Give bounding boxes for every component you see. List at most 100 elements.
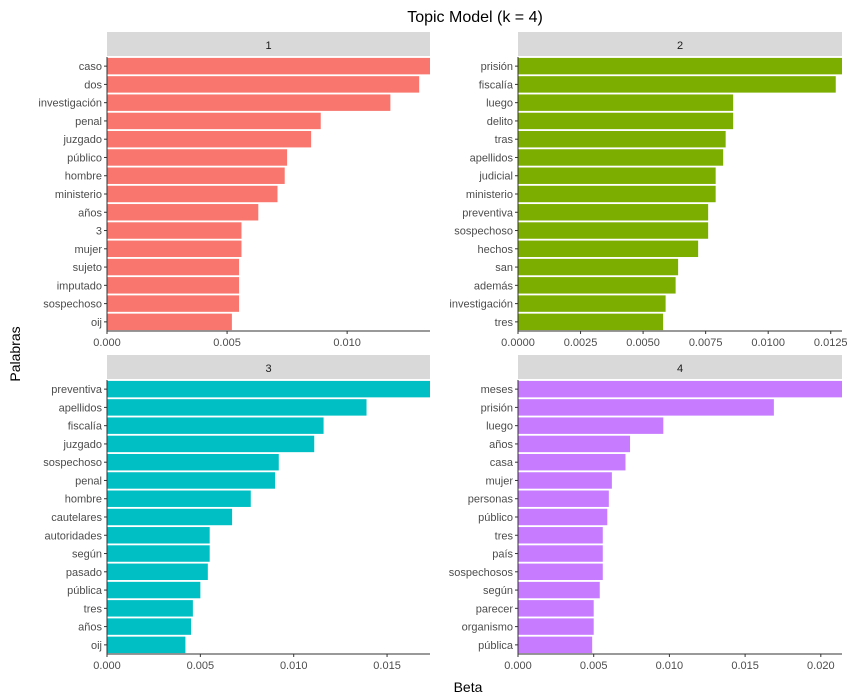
y-tick-label: luego (486, 421, 513, 433)
y-tick-label: hechos (478, 244, 514, 256)
bar (107, 636, 186, 654)
bar (518, 453, 626, 471)
bar (518, 76, 836, 93)
bar (107, 435, 315, 453)
bar (107, 581, 201, 599)
x-tick-label: 0.015 (373, 660, 401, 672)
bar (107, 618, 192, 635)
y-tick-label: parecer (476, 603, 514, 615)
bar (518, 222, 709, 239)
x-tick-label: 0.010 (280, 660, 308, 672)
bar (107, 380, 430, 398)
y-tick-label: según (483, 585, 513, 597)
chart-title: Topic Model (k = 4) (407, 9, 543, 26)
bar (518, 563, 603, 581)
facet-strip-label: 4 (677, 363, 683, 375)
y-tick-label: autoridades (45, 530, 103, 542)
y-tick-label: san (495, 262, 513, 274)
y-tick-label: sospechoso (454, 226, 513, 238)
bar (518, 258, 679, 276)
y-tick-label: apellidos (470, 152, 514, 164)
x-tick-label: 0.000 (93, 337, 121, 349)
x-tick-label: 0.0050 (626, 337, 660, 349)
y-tick-label: meses (481, 384, 514, 396)
bar (518, 399, 774, 416)
bar (107, 527, 210, 544)
facet-strip (518, 355, 842, 379)
bar (518, 313, 664, 331)
y-tick-label: imputado (57, 280, 102, 292)
y-tick-label: mujer (74, 244, 102, 256)
x-tick-label: 0.020 (807, 660, 835, 672)
y-tick-label: pública (67, 585, 103, 597)
y-tick-label: pasado (66, 567, 102, 579)
bar (107, 258, 240, 276)
facet-strip-label: 2 (677, 40, 683, 52)
x-tick-label: 0.0100 (751, 337, 785, 349)
bar (107, 600, 193, 617)
y-tick-label: penal (75, 116, 102, 128)
y-tick-label: delito (487, 116, 513, 128)
bar (518, 149, 724, 166)
x-tick-label: 0.000 (504, 660, 532, 672)
bar (107, 295, 240, 312)
y-tick-label: tras (495, 134, 514, 146)
bar (518, 600, 594, 617)
bar (107, 490, 251, 507)
y-tick-label: caso (79, 61, 102, 73)
y-tick-label: hombre (65, 494, 102, 506)
bar (518, 112, 734, 130)
bar (518, 277, 676, 294)
bar (518, 204, 709, 221)
x-tick-label: 0.000 (93, 660, 121, 672)
y-tick-label: juzgado (62, 439, 102, 451)
y-tick-label: judicial (478, 171, 513, 183)
x-tick-label: 0.010 (333, 337, 361, 349)
x-tick-label: 0.0025 (564, 337, 598, 349)
y-tick-label: tres (84, 603, 103, 615)
bar (518, 380, 842, 398)
bar (518, 618, 594, 635)
y-tick-label: penal (75, 475, 102, 487)
bar (518, 636, 593, 654)
bar (518, 581, 600, 599)
y-tick-label: prisión (481, 61, 513, 73)
x-tick-label: 0.005 (187, 660, 215, 672)
y-tick-label: investigación (449, 299, 513, 311)
y-tick-label: cautelares (51, 512, 102, 524)
y-tick-label: tres (495, 317, 514, 329)
bar (518, 490, 609, 507)
facet-strip (518, 32, 842, 56)
bar (518, 527, 603, 544)
y-tick-label: fiscalía (479, 79, 514, 91)
bar (107, 204, 259, 221)
x-tick-label: 0.0075 (689, 337, 723, 349)
y-tick-label: fiscalía (68, 421, 103, 433)
facet-strip (107, 32, 430, 56)
y-tick-label: tres (495, 530, 514, 542)
bar (518, 417, 664, 434)
bar (518, 508, 608, 526)
y-tick-label: público (478, 512, 513, 524)
y-tick-label: país (492, 549, 513, 561)
bar (107, 277, 240, 294)
y-tick-label: según (72, 549, 102, 561)
x-tick-label: 0.010 (656, 660, 684, 672)
y-tick-label: hombre (65, 171, 102, 183)
facet-panels: 1 caso dos investigación penal juzgado público… (38, 32, 848, 672)
bar (518, 435, 631, 453)
bar (107, 112, 321, 130)
y-tick-label: oij (91, 317, 102, 329)
bar (107, 563, 208, 581)
y-tick-label: sospechoso (43, 457, 102, 469)
bar (518, 57, 842, 75)
y-tick-label: mujer (485, 475, 513, 487)
bar (518, 130, 726, 148)
y-tick-label: personas (468, 494, 514, 506)
facet-panel-1: 1 caso dos investigación penal juzgado público… (38, 32, 430, 349)
y-tick-label: luego (486, 98, 513, 110)
y-tick-label: casa (490, 457, 514, 469)
bar (107, 240, 242, 258)
y-tick-label: años (489, 439, 513, 451)
